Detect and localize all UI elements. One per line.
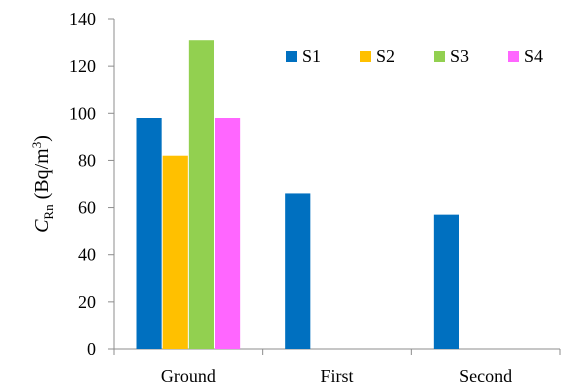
axes	[108, 18, 561, 355]
y-axis-label-var: C	[31, 219, 53, 233]
legend-label-s2: S2	[376, 46, 395, 66]
legend-swatch-s4	[508, 51, 519, 62]
bar-s1-second	[433, 214, 459, 349]
y-tick-label: 40	[78, 245, 96, 265]
bar-s1-first	[285, 193, 311, 349]
y-axis-label-unit-end: )	[31, 135, 53, 142]
bar-s1-ground	[136, 118, 162, 349]
legend-label-s3: S3	[450, 46, 469, 66]
y-tick-label: 80	[78, 150, 96, 170]
x-tick-label: First	[320, 366, 353, 386]
tick-labels: 0 20 40 60 80 100 120 140 Ground First Second	[69, 9, 512, 386]
legend-swatch-s1	[286, 51, 297, 62]
legend-swatch-s3	[434, 51, 445, 62]
y-tick-label: 0	[87, 339, 96, 359]
y-axis-label-unit-sup: 3	[29, 142, 44, 149]
y-tick-label: 20	[78, 292, 96, 312]
bar-s2-ground	[162, 155, 188, 349]
y-axis-label: CRn (Bq/m3)	[29, 135, 56, 233]
legend-swatch-s2	[360, 51, 371, 62]
y-axis-label-unit: (Bq/m	[31, 148, 53, 205]
legend: S1 S2 S3 S4	[286, 46, 543, 66]
bar-s4-ground	[215, 118, 241, 349]
y-tick-label: 120	[69, 56, 96, 76]
bars	[136, 40, 459, 349]
x-tick-label: Second	[459, 366, 512, 386]
y-tick-label: 140	[69, 9, 96, 29]
y-axis-label-sub: Rn	[41, 204, 56, 220]
y-tick-label: 60	[78, 198, 96, 218]
x-tick-label: Ground	[161, 366, 216, 386]
y-tick-label: 100	[69, 103, 96, 123]
legend-label-s1: S1	[302, 46, 321, 66]
bar-s3-ground	[188, 40, 214, 349]
legend-label-s4: S4	[524, 46, 543, 66]
